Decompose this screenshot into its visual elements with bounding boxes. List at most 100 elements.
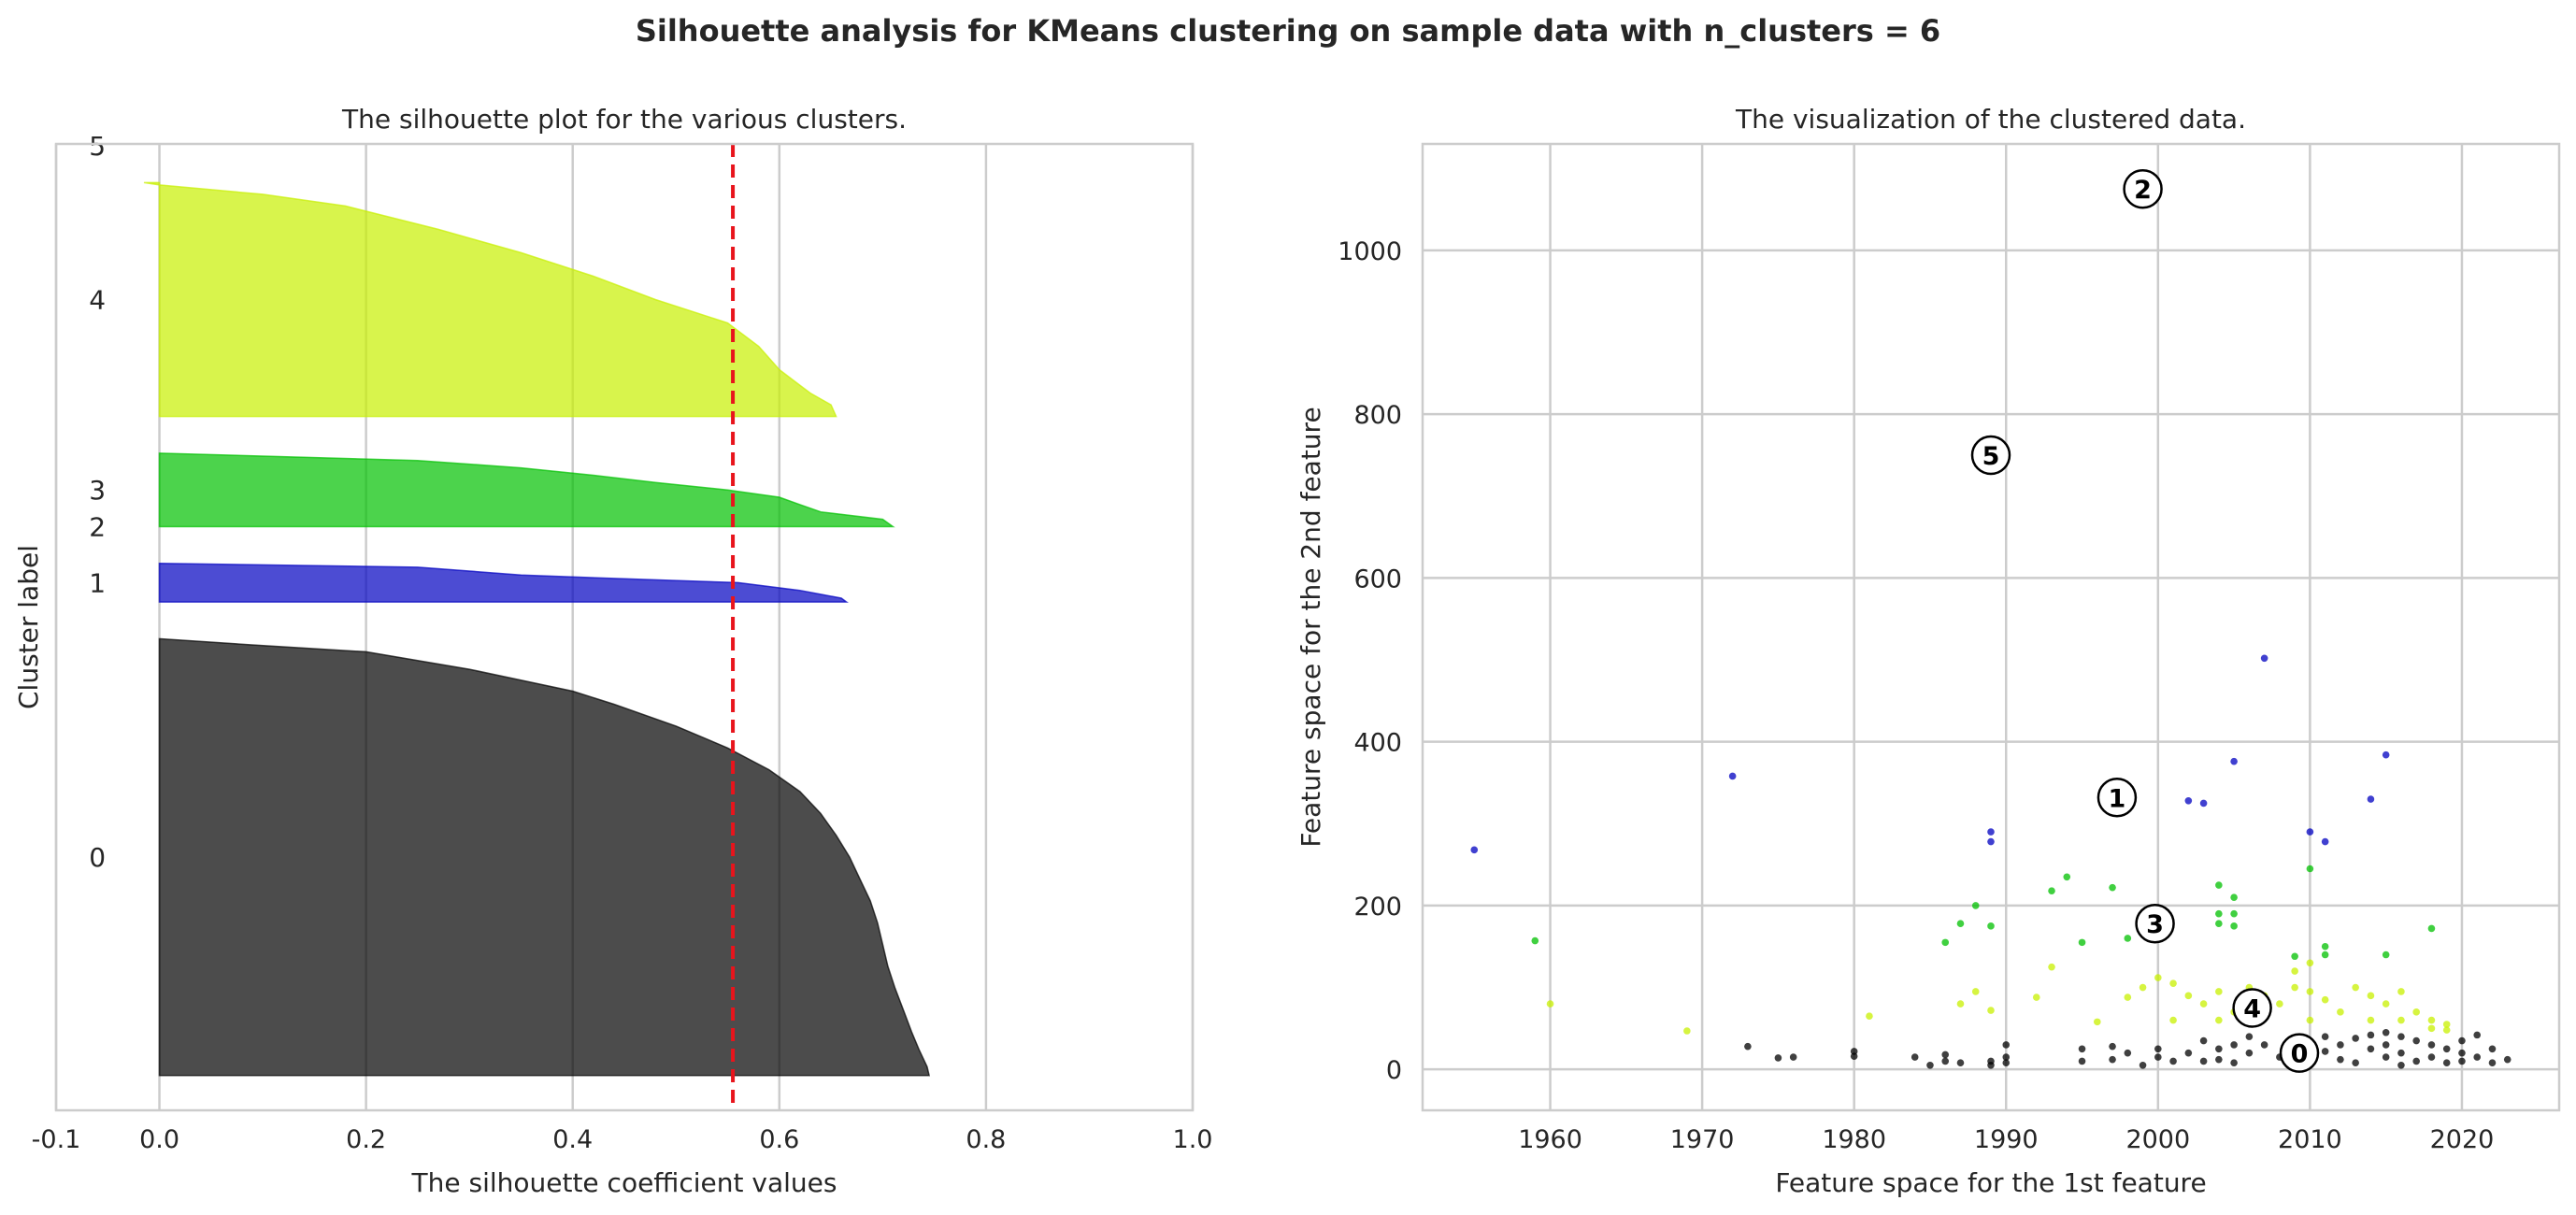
scatter-point xyxy=(2367,1016,2375,1024)
scatter-point xyxy=(2169,1016,2177,1024)
figure-suptitle: Silhouette analysis for KMeans clusterin… xyxy=(636,13,1940,49)
scatter-point xyxy=(2154,1045,2162,1053)
cluster-center-marker xyxy=(2097,778,2138,818)
cluster-center-3: 3 xyxy=(2135,903,2175,944)
cluster-center-marker xyxy=(2135,903,2175,944)
scatter-point xyxy=(2321,1048,2329,1055)
scatter-point xyxy=(2442,1021,2451,1028)
scatter-point xyxy=(2427,924,2436,933)
silhouette-x-axis-label: The silhouette coefficient values xyxy=(411,1167,837,1198)
scatter-point xyxy=(2048,963,2055,971)
scatter-point xyxy=(2109,1055,2116,1064)
scatter-point xyxy=(2306,1016,2314,1024)
silhouette-panel: 0 1 2 3 4 5 -0.1 0.0 0.2 0.4 0.6 0.8 1.0 The silhou… xyxy=(13,104,1212,1198)
scatter-x-tick-label: 1960 xyxy=(1518,1125,1582,1154)
scatter-point xyxy=(2245,1049,2254,1057)
scatter-point xyxy=(2367,1031,2375,1039)
silhouette-y-axis-label: Cluster label xyxy=(13,545,44,709)
scatter-point xyxy=(2215,881,2223,889)
cluster-labels: 0 1 2 3 4 5 xyxy=(89,131,106,873)
scatter-point xyxy=(2427,1016,2436,1024)
scatter-y-tick-labels: 0 200 400 600 800 1000 xyxy=(1338,237,1402,1085)
scatter-point xyxy=(1971,988,1980,995)
scatter-point xyxy=(2397,1033,2405,1040)
scatter-x-tick-labels: 1960 1970 1980 1990 2000 2010 2020 xyxy=(1518,1125,2494,1154)
cluster-label-4: 4 xyxy=(89,284,106,315)
scatter-point xyxy=(2124,935,2132,942)
scatter-point xyxy=(2154,1053,2162,1061)
scatter-point xyxy=(1956,1000,1965,1008)
scatter-point xyxy=(2337,1041,2344,1049)
scatter-point xyxy=(2124,1049,2132,1057)
cluster-center-label: 1 xyxy=(2109,784,2126,813)
scatter-gridlines xyxy=(1423,144,2559,1110)
scatter-point xyxy=(1987,828,1995,836)
scatter-point xyxy=(2230,1059,2238,1066)
cluster-center-2: 2 xyxy=(2123,168,2163,209)
scatter-y-tick-label: 0 xyxy=(1386,1056,1402,1085)
silhouette-cluster-areas xyxy=(143,181,931,1077)
scatter-point xyxy=(1971,902,1980,909)
cluster-center-marker xyxy=(2279,1033,2320,1073)
scatter-point xyxy=(1956,1059,1965,1066)
scatter-point xyxy=(2306,988,2314,995)
scatter-point xyxy=(1987,922,1995,930)
scatter-x-tick-label: 1970 xyxy=(1670,1125,1735,1154)
scatter-x-tick-label: 2010 xyxy=(2278,1125,2342,1154)
scatter-point xyxy=(2230,893,2238,901)
scatter-point xyxy=(2184,796,2193,805)
scatter-point xyxy=(2124,993,2132,1001)
scatter-point xyxy=(2109,883,2116,892)
scatter-point xyxy=(2260,1041,2268,1049)
scatter-point xyxy=(2215,920,2223,928)
scatter-point xyxy=(1987,837,1995,846)
scatter-point xyxy=(2230,922,2238,930)
scatter-point xyxy=(2032,993,2040,1001)
scatter-point xyxy=(2321,995,2329,1004)
scatter-point xyxy=(1956,920,1965,928)
scatter-point xyxy=(2473,1053,2482,1061)
cluster-center-marker xyxy=(2232,988,2272,1028)
scatter-point xyxy=(2427,1024,2436,1033)
scatter-x-axis-label: Feature space for the 1st feature xyxy=(1775,1167,2206,1198)
silhouette-plot-frame xyxy=(54,142,1195,1112)
scatter-y-tick-label: 800 xyxy=(1353,401,1402,430)
scatter-point xyxy=(1744,1042,1752,1051)
scatter-x-tick-label: 1980 xyxy=(1822,1125,1886,1154)
scatter-point xyxy=(2109,1042,2116,1051)
cluster-center-label: 2 xyxy=(2134,176,2152,205)
cluster-label-1: 1 xyxy=(89,567,106,598)
scatter-point xyxy=(2458,1057,2466,1065)
scatter-point xyxy=(1926,1062,1934,1069)
scatter-point xyxy=(1941,938,1950,947)
scatter-point xyxy=(1941,1051,1950,1059)
cluster-center-marker xyxy=(2123,168,2163,209)
scatter-point xyxy=(2199,1036,2208,1045)
scatter-point xyxy=(1850,1048,1858,1055)
scatter-point xyxy=(2337,1055,2344,1064)
scatter-point xyxy=(2215,1055,2223,1064)
silhouette-x-tick-label: 0.8 xyxy=(966,1125,1006,1154)
scatter-y-tick-label: 400 xyxy=(1353,729,1402,758)
silhouette-x-tick-label: 0.6 xyxy=(759,1125,799,1154)
scatter-point xyxy=(2215,1045,2223,1053)
scatter-point xyxy=(2458,1036,2466,1045)
scatter-point xyxy=(2352,983,2359,992)
scatter-point xyxy=(2048,887,2055,894)
scatter-point xyxy=(2382,1041,2390,1049)
cluster-center-label: 3 xyxy=(2146,910,2164,939)
scatter-point xyxy=(2442,1045,2451,1053)
scatter-plot-title: The visualization of the clustered data. xyxy=(1735,104,2246,135)
silhouette-plot-title: The silhouette plot for the various clus… xyxy=(341,104,907,135)
scatter-point xyxy=(2260,654,2268,663)
scatter-point xyxy=(2367,795,2375,803)
scatter-point xyxy=(2199,1000,2208,1008)
scatter-plot-frame xyxy=(1421,142,2561,1112)
scatter-x-tick-label: 2000 xyxy=(2125,1125,2190,1154)
scatter-point xyxy=(2397,1016,2405,1024)
scatter-point xyxy=(2184,992,2193,1000)
scatter-point xyxy=(1546,1000,1554,1008)
silhouette-x-tick-label: 0.0 xyxy=(139,1125,179,1154)
scatter-point xyxy=(1531,936,1539,945)
